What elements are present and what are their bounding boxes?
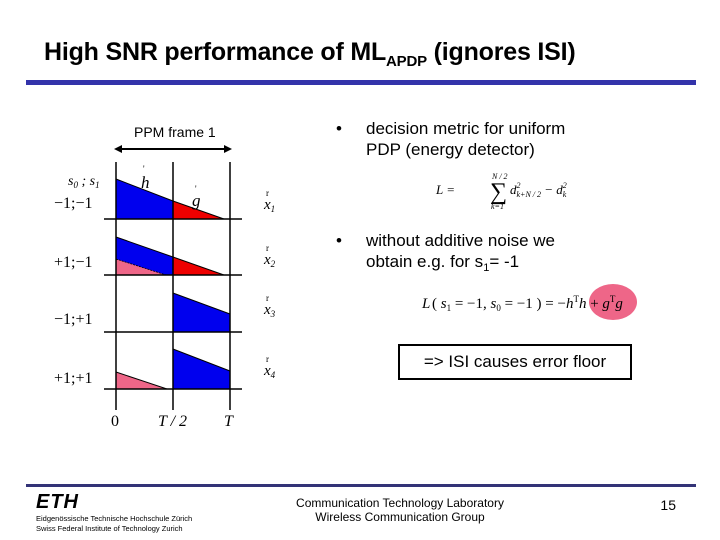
pulse-h-row4	[172, 348, 231, 390]
svg-text:r: r	[266, 243, 269, 253]
svg-text:': '	[195, 184, 197, 194]
svg-text:r: r	[266, 293, 269, 303]
svg-text:x3: x3	[263, 302, 276, 319]
svg-text:( s1 = −1, s0 = −1 ) = −hTh +: ( s1 = −1, s0 = −1 ) = −hTh + gTg	[432, 294, 623, 313]
bullet-no-noise: • without additive noise we obtain e.g. …	[336, 230, 556, 279]
eth-subtitle-de: Eidgenössische Technische Hochschule Zür…	[36, 514, 193, 523]
row-label-1: −1;−1	[54, 195, 93, 212]
bullet-decision-metric: • decision metric for uniform PDP (energ…	[336, 118, 566, 160]
lab-line-1: Communication Technology Laboratory	[296, 496, 504, 510]
bullet-line: without additive noise we	[366, 231, 556, 250]
title-subscript: APDP	[386, 53, 427, 70]
row-label-3: −1;+1	[54, 311, 93, 328]
svg-text:r: r	[266, 188, 269, 198]
eth-subtitle: Eidgenössische Technische Hochschule Zür…	[36, 514, 192, 534]
bullet-dot: •	[336, 231, 342, 250]
svg-text:T / 2: T / 2	[158, 413, 187, 430]
pulse-isi-row4	[115, 371, 168, 390]
diagram-grid	[104, 162, 242, 410]
eth-logo: ETH	[36, 491, 79, 513]
svg-text:k=1: k=1	[491, 202, 504, 211]
bullet-dot: •	[336, 119, 342, 138]
vector-labels: x1 x2 x3 x4	[263, 197, 276, 380]
svg-text:∑: ∑	[490, 179, 507, 205]
metric-formula: L = ∑ N / 2 k=1 d2 k+N / 2 − d2 k	[435, 172, 567, 211]
title-tail: (ignores ISI)	[426, 38, 576, 66]
svg-text:L =: L =	[435, 182, 455, 197]
eth-subtitle-en: Swiss Federal Institute of Technology Zu…	[36, 524, 183, 533]
svg-text:': '	[143, 164, 145, 174]
bullet-line: obtain e.g. for s1= -1	[366, 251, 555, 279]
svg-text:0: 0	[111, 413, 119, 430]
g-label: g	[192, 191, 201, 210]
pulse-isi-row2	[115, 258, 167, 276]
bullet-line: decision metric for uniform	[366, 119, 566, 138]
conclusion-box: => ISI causes error floor	[398, 344, 632, 380]
header-label: s0 ; s1	[68, 174, 100, 190]
pulse-g-row2	[172, 256, 225, 276]
isi-term-highlight	[589, 284, 637, 320]
svg-text:L: L	[421, 296, 430, 312]
svg-text:x1: x1	[263, 197, 275, 214]
svg-text:r: r	[266, 354, 269, 364]
svg-text:d2k+N / 2 − d2k: d2 k+N / 2 − d2 k	[510, 181, 567, 199]
footer-divider	[26, 484, 696, 487]
svg-text:x4: x4	[263, 363, 276, 380]
bullet-line: PDP (energy detector)	[366, 140, 535, 159]
svg-text:x2: x2	[263, 252, 276, 269]
lab-name: Communication Technology Laboratory Wire…	[240, 496, 560, 524]
lab-line-2: Wireless Communication Group	[315, 510, 485, 524]
pulse-h-row3	[172, 292, 231, 333]
svg-text:N / 2: N / 2	[491, 172, 508, 181]
subscript: 1	[483, 262, 490, 274]
page-number: 15	[660, 497, 676, 513]
example-formula: L ( s1 = −1, s0 = −1 ) = −hTh + gTg	[421, 294, 623, 313]
row-label-2: +1;−1	[54, 254, 93, 271]
ppm-frame-label: PPM frame 1	[134, 124, 216, 140]
h-label: h	[141, 173, 150, 192]
bullet-text: obtain e.g. for s	[366, 252, 484, 271]
time-axis-ticks: 0 T / 2 T	[111, 413, 234, 430]
slide-title: High SNR performance of MLAPDP (ignores …	[44, 38, 576, 70]
row-label-4: +1;+1	[54, 370, 93, 387]
bullet-text: = -1	[489, 252, 520, 271]
title-main: High SNR performance of ML	[44, 38, 387, 66]
title-divider	[26, 80, 696, 85]
svg-text:T: T	[224, 413, 234, 430]
frame-arrow	[114, 145, 232, 153]
